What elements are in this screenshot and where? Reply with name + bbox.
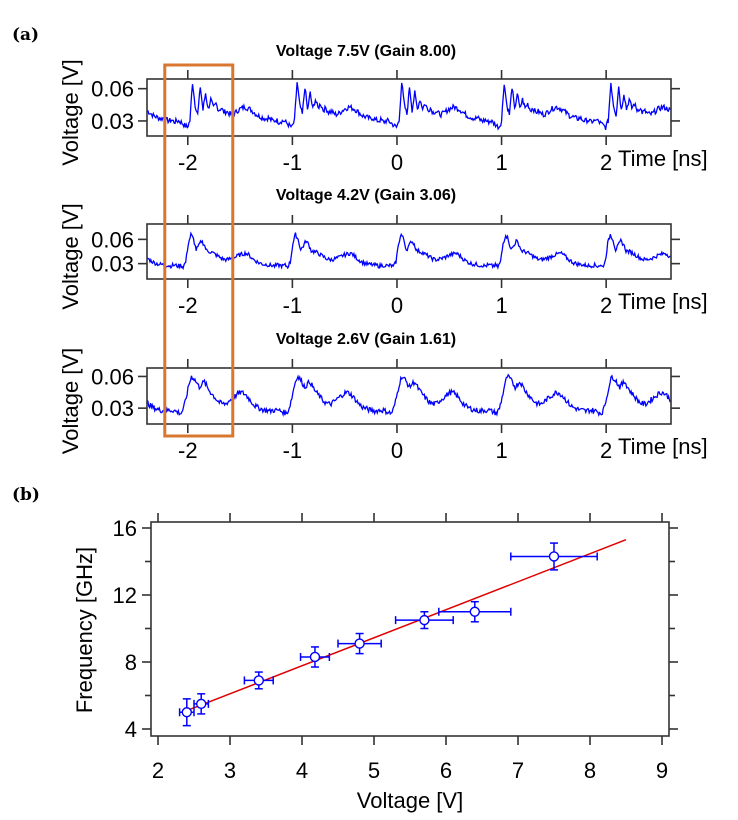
- x-tick-label: 1: [495, 293, 507, 318]
- panel-title: Voltage 2.6V (Gain 1.61): [276, 331, 456, 348]
- x-tick-label: -2: [178, 150, 198, 175]
- y-axis-label: Voltage [V]: [58, 203, 83, 309]
- x-tick-label: -1: [283, 438, 303, 463]
- x-tick-label: 0: [391, 438, 403, 463]
- y-tick-label: 0.06: [91, 227, 134, 252]
- x-tick-label: 7: [512, 758, 524, 783]
- x-tick-label: -1: [283, 150, 303, 175]
- x-tick-label: 1: [495, 150, 507, 175]
- point-marker: [253, 675, 264, 686]
- x-tick-label: 0: [391, 150, 403, 175]
- x-tick-label: 2: [152, 758, 164, 783]
- waveform-trace: [146, 82, 672, 131]
- y-tick-label: 8: [125, 650, 137, 675]
- x-tick-label: 0: [391, 293, 403, 318]
- data-point: [193, 693, 210, 715]
- x-tick-label: 1: [495, 438, 507, 463]
- x-tick-label: 2: [600, 293, 612, 318]
- x-tick-label: 6: [440, 758, 452, 783]
- panel-title: Voltage 4.2V (Gain 3.06): [276, 187, 456, 204]
- y-tick-label: 0.03: [91, 252, 134, 277]
- plot-frame: [146, 223, 672, 280]
- point-marker: [181, 707, 193, 718]
- data-point: [337, 632, 382, 655]
- point-marker: [469, 606, 480, 617]
- highlight-box: [163, 63, 235, 438]
- x-axis-label: Voltage [V]: [357, 788, 463, 813]
- y-tick-label: 0.03: [91, 396, 134, 421]
- waveform-panel-1: Voltage 7.5V (Gain 8.00) -2 -1 0 1 2 0.06 0.03 T…: [58, 43, 708, 175]
- fit-line: [186, 539, 627, 712]
- point-marker: [548, 551, 560, 562]
- data-point: [243, 671, 274, 690]
- x-tick-label: -1: [283, 293, 303, 318]
- x-tick-label: 5: [368, 758, 380, 783]
- y-tick-label: 0.06: [91, 77, 134, 102]
- waveform-trace: [146, 231, 671, 271]
- y-tick-label: 16: [113, 516, 137, 541]
- y-axis-label: Voltage [V]: [58, 59, 83, 165]
- waveform-panel-2: Voltage 4.2V (Gain 3.06) -2 -1 0 1 2 0.060.03 T…: [58, 187, 708, 318]
- x-tick-label: -2: [178, 438, 198, 463]
- x-tick-label: 2: [600, 150, 612, 175]
- y-tick-label: 12: [113, 583, 137, 608]
- x-axis-label: Time [ns]: [618, 146, 708, 171]
- y-tick-label: 0.06: [91, 364, 134, 389]
- point-marker: [354, 638, 365, 649]
- waveform-trace: [146, 373, 671, 418]
- x-tick-label: 9: [656, 758, 668, 783]
- y-axis-label: Frequency [GHz]: [72, 547, 97, 713]
- y-tick-label: 0.03: [91, 109, 134, 134]
- panel-label-b: (b): [12, 485, 40, 505]
- point-marker: [195, 698, 207, 710]
- plot-frame: [150, 521, 670, 737]
- data-point: [438, 600, 512, 623]
- data-point: [299, 646, 331, 668]
- x-tick-label: 2: [600, 438, 612, 463]
- plot-frame: [146, 78, 672, 137]
- plot-frame: [146, 367, 672, 425]
- point-marker: [309, 651, 321, 663]
- x-tick-label: 8: [584, 758, 596, 783]
- x-tick-label: -2: [178, 293, 198, 318]
- waveform-panel-3: Voltage 2.6V (Gain 1.61) -2 -1 0 1 2 0.06 0.03 T…: [58, 331, 708, 463]
- panel-label-a: (a): [12, 25, 39, 45]
- frequency-voltage-plot: 2 3 4 5 6 7 8 9 4 8 12 16 Voltage [V] Frequency [GHz]: [72, 513, 678, 813]
- point-marker: [419, 614, 430, 626]
- data-point: [394, 611, 454, 630]
- data-point: [510, 542, 598, 571]
- panel-title: Voltage 7.5V (Gain 8.00): [276, 43, 456, 60]
- data-point: [178, 698, 195, 727]
- x-axis-label: Time [ns]: [618, 434, 708, 459]
- y-tick-label: 4: [125, 717, 137, 742]
- x-axis-label: Time [ns]: [618, 289, 708, 314]
- y-axis-label: Voltage [V]: [58, 348, 83, 454]
- x-tick-label: 3: [224, 758, 236, 783]
- x-tick-label: 4: [296, 758, 308, 783]
